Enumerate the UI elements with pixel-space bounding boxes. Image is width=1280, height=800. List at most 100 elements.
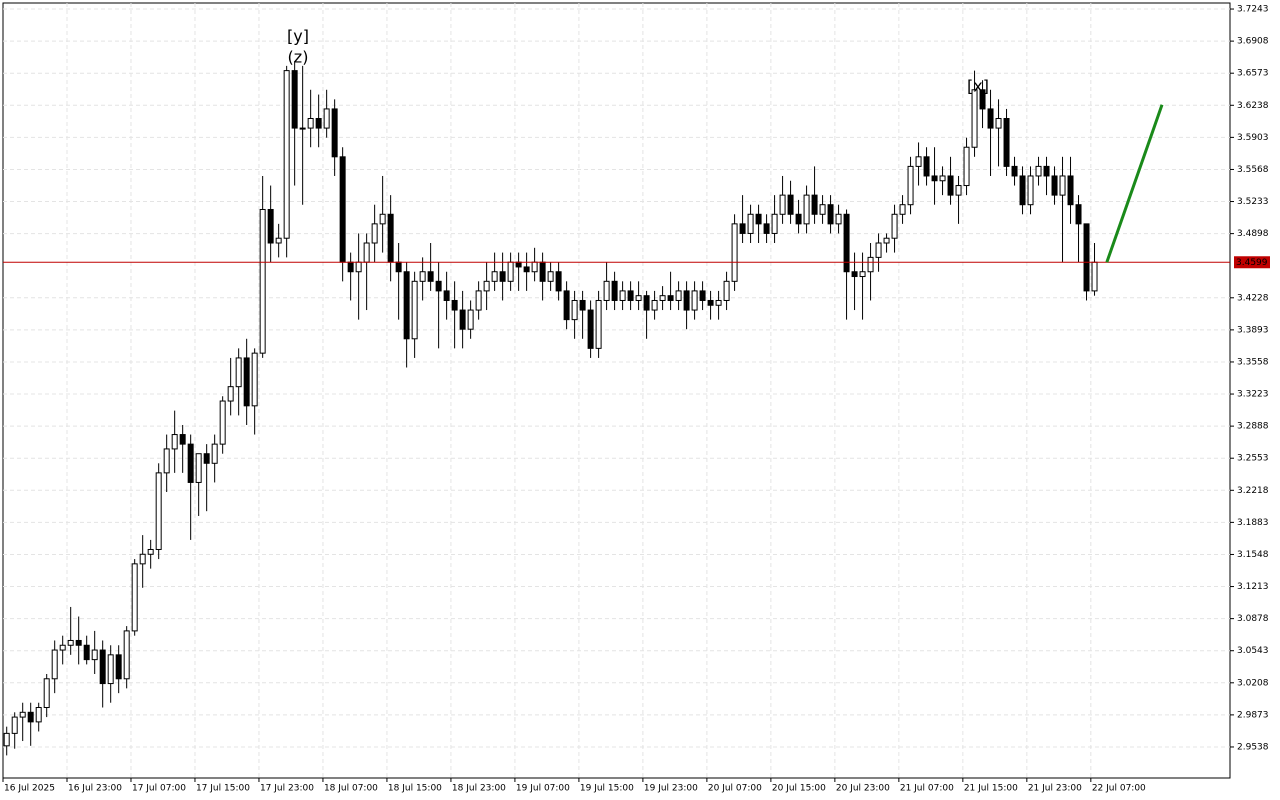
y-tick-label: 3.1883 (1237, 518, 1269, 528)
y-tick-label: 3.5233 (1237, 197, 1269, 207)
y-tick-label: 3.6238 (1237, 101, 1269, 111)
candle-body (979, 89, 986, 110)
y-tick-label: 3.0543 (1237, 646, 1269, 656)
candle-body (27, 711, 34, 723)
candle-body (1067, 175, 1074, 206)
y-tick-label: 3.4898 (1237, 229, 1269, 239)
candle-body (75, 639, 82, 646)
candle-body (187, 443, 194, 483)
candle-body (819, 204, 826, 215)
candle-body (499, 271, 506, 282)
candle-body (211, 443, 218, 464)
candle-body (635, 295, 642, 301)
candle-body (387, 213, 394, 263)
x-tick-label: 16 Jul 2025 (4, 784, 55, 794)
candle-body (19, 711, 26, 718)
candle-body (195, 453, 202, 483)
candle-body (803, 194, 810, 225)
y-tick-label: 3.7243 (1237, 5, 1269, 15)
x-tick-label: 21 Jul 23:00 (1028, 784, 1082, 794)
y-tick-label: 3.3223 (1237, 390, 1269, 400)
candle-body (323, 108, 330, 129)
candle-body (1011, 165, 1018, 177)
candle-body (11, 716, 18, 734)
candle-body (595, 299, 602, 349)
candle-body (467, 309, 474, 330)
candle-body (43, 678, 50, 709)
candle-body (651, 299, 658, 311)
current-price-label: 3.4599 (1236, 258, 1268, 268)
candle-body (939, 175, 946, 182)
candle-body (203, 453, 210, 464)
candle-body (507, 261, 514, 282)
candle-body (1083, 223, 1090, 292)
candle-body (179, 434, 186, 445)
candle-body (539, 261, 546, 282)
candle-body (307, 118, 314, 129)
candle-body (531, 261, 538, 273)
candle-body (1059, 175, 1066, 196)
candle-body (915, 156, 922, 167)
candle-body (283, 70, 290, 239)
candle-body (427, 271, 434, 282)
x-tick-label: 19 Jul 07:00 (516, 784, 570, 794)
candle-body (451, 299, 458, 311)
y-tick-label: 3.2553 (1237, 454, 1269, 464)
y-tick-label: 3.0208 (1237, 678, 1269, 688)
plot-frame (2, 2, 1231, 779)
candle-body (707, 299, 714, 306)
candle-body (1035, 165, 1042, 177)
candle-body (675, 290, 682, 301)
y-tick-label: 3.1548 (1237, 550, 1269, 560)
candle-body (835, 213, 842, 225)
candle-body (611, 280, 618, 301)
annotation: (z) (288, 48, 309, 67)
x-tick-label: 18 Jul 15:00 (388, 784, 442, 794)
candle-body (779, 194, 786, 215)
y-tick-label: 3.4228 (1237, 293, 1269, 303)
y-tick-label: 3.2218 (1237, 486, 1269, 496)
candle-body (483, 280, 490, 292)
candle-body (955, 185, 962, 196)
x-tick-label: 19 Jul 15:00 (580, 784, 634, 794)
candle-body (259, 208, 266, 354)
y-tick-label: 3.2888 (1237, 422, 1269, 432)
candle-body (371, 223, 378, 244)
x-tick-label: 16 Jul 23:00 (68, 784, 122, 794)
candle-body (435, 280, 442, 292)
candle-body (219, 400, 226, 445)
x-tick-label: 18 Jul 07:00 (324, 784, 378, 794)
candle-body (771, 213, 778, 234)
candle-body (99, 649, 106, 685)
candle-body (379, 213, 386, 225)
candle-body (395, 261, 402, 273)
candle-body (907, 165, 914, 206)
candle-body (723, 280, 730, 301)
y-tick-label: 3.0878 (1237, 614, 1269, 624)
candle-body (339, 156, 346, 263)
candle-body (867, 256, 874, 273)
candle-body (147, 548, 154, 555)
candle-body (715, 299, 722, 306)
candle-body (347, 261, 354, 273)
candle-body (235, 357, 242, 388)
candle-body (155, 472, 162, 550)
candle-body (547, 271, 554, 282)
candle-body (475, 290, 482, 311)
candle-body (619, 290, 626, 301)
candle-body (1003, 118, 1010, 167)
candle-body (491, 271, 498, 282)
candle-body (1051, 175, 1058, 196)
candle-body (899, 204, 906, 215)
candle-body (67, 639, 74, 646)
y-tick-label: 3.3558 (1237, 357, 1269, 367)
candle-body (83, 644, 90, 661)
candle-body (587, 309, 594, 349)
candle-body (891, 213, 898, 239)
x-tick-label: 18 Jul 23:00 (452, 784, 506, 794)
x-tick-label: 17 Jul 07:00 (132, 784, 186, 794)
candle-body (1091, 261, 1098, 292)
candle-body (171, 434, 178, 450)
candle-body (59, 644, 66, 651)
y-tick-label: 3.6908 (1237, 37, 1269, 47)
